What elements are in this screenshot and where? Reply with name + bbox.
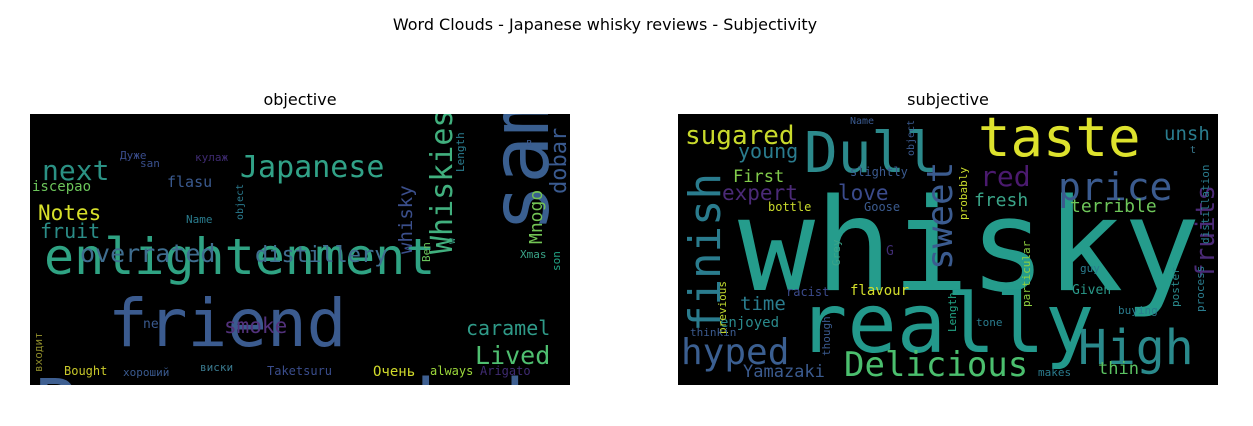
word-though: though: [820, 316, 833, 356]
word-bought: Bought: [64, 364, 107, 378]
word-хороший: хороший: [123, 366, 169, 379]
word-makes: makes: [1038, 366, 1071, 379]
word-входит: входит: [32, 332, 45, 372]
word-taste: taste: [978, 114, 1141, 169]
word-dobar: dobar: [547, 128, 570, 194]
word-whisky: whisky: [395, 185, 417, 254]
word-w: w: [447, 237, 458, 244]
word-high: High: [1078, 320, 1194, 376]
word-виски: виски: [200, 361, 233, 374]
word-очень: Очень: [373, 364, 415, 380]
word-sam: sam: [474, 114, 567, 232]
word-кулаж: кулаж: [195, 151, 228, 164]
word-fresh: fresh: [974, 190, 1028, 211]
word-price: price: [1058, 165, 1172, 209]
word-length: Length: [946, 292, 959, 332]
word-probably: probably: [957, 167, 970, 220]
word-unsh: unsh: [1164, 123, 1210, 145]
word-terrible: terrible: [1070, 196, 1157, 217]
word-name: Name: [850, 116, 874, 127]
word-object: object: [235, 184, 246, 220]
word-name: Name: [186, 213, 213, 226]
word-lived: Lived: [475, 341, 550, 370]
word-distillation: distillation: [1199, 165, 1212, 244]
word-caramel: caramel: [466, 316, 550, 340]
word-red: red: [980, 160, 1031, 193]
word-first: First: [733, 167, 784, 187]
word-enjoyed: enjoyed: [720, 315, 779, 331]
word-object: object: [906, 120, 917, 156]
word-san: san: [140, 157, 160, 170]
wordcloud-objective-canvas: RecommendedfriendsamDomoenlightenmentlib…: [32, 114, 570, 385]
word-smoke: smoke: [224, 314, 287, 338]
word-japanese: Japanese: [240, 150, 385, 185]
word-mnogo: Mnogo: [526, 190, 547, 244]
subplot-title-objective: objective: [263, 90, 337, 109]
word-particular: particular: [1020, 240, 1033, 307]
word-finish: finish: [680, 173, 731, 332]
word-length: Length: [454, 132, 467, 172]
word-sugared: sugared: [685, 121, 795, 151]
word-distillery: distillery: [255, 243, 387, 268]
word-young: young: [738, 139, 798, 163]
word-iscepao: iscepao: [32, 179, 91, 195]
word-flavour: flavour: [850, 283, 909, 299]
word-buying: buying: [1118, 304, 1158, 317]
word-slightly: slightly: [850, 165, 908, 179]
word-дуже: Дуже: [120, 149, 147, 162]
word-always: always: [430, 364, 473, 378]
word-goose: Goose: [864, 200, 900, 214]
word-yamazaki: Yamazaki: [743, 362, 825, 382]
word-whisky: whisky: [738, 172, 1200, 321]
word-overrated: overrated: [80, 239, 215, 268]
word-notes: Notes: [38, 201, 101, 225]
word-grey: Grey: [830, 239, 843, 266]
word-dull: Dull: [804, 121, 939, 186]
wordcloud-objective: RecommendedfriendsamDomoenlightenmentlib…: [30, 114, 570, 385]
word-previous: previous: [716, 281, 729, 334]
word-flasu: flasu: [167, 173, 212, 191]
word-son: son: [550, 251, 563, 271]
word-arigato: Arigato: [480, 364, 531, 378]
word-tone: tone: [976, 316, 1003, 329]
word-hyped: hyped: [681, 332, 789, 373]
word-racist: racist: [786, 285, 829, 299]
word-ben: Ben: [420, 242, 433, 262]
word-really: really: [798, 277, 1094, 372]
word-expert: expert: [722, 181, 798, 205]
word-recommended: Recommended: [35, 364, 525, 385]
word-enlightenment: enlightenment: [44, 228, 435, 286]
word-guy: guy: [1080, 262, 1100, 275]
subplot-title-subjective: subjective: [907, 90, 989, 109]
word-g: G: [886, 244, 894, 259]
figure-title: Word Clouds - Japanese whisky reviews - …: [392, 15, 818, 34]
word-в: в: [526, 136, 533, 149]
word-sweet: sweet: [920, 162, 961, 270]
wordcloud-subjective: whisky really taste Dull price High hyped Delic…: [678, 114, 1218, 385]
word-love: love: [838, 181, 889, 205]
word-fruit: fruit: [40, 219, 100, 243]
word-fruits: fruits: [1191, 185, 1218, 279]
word-xmas: Xmas: [520, 248, 547, 261]
word-t: t: [1190, 145, 1196, 156]
word-delicious: Delicious: [844, 345, 1028, 385]
word-poster: poster: [1169, 267, 1182, 307]
word-taketsuru: Taketsuru: [267, 364, 332, 378]
word-time: time: [740, 293, 786, 315]
word-thinkin: thinkin: [690, 326, 736, 339]
word-next: next: [42, 154, 109, 187]
word-ne: ne: [143, 317, 159, 332]
word-bottle: bottle: [768, 200, 811, 214]
word-given: Given: [1072, 283, 1111, 298]
word-thin: thin: [1098, 359, 1139, 379]
word-whiskies: Whiskies: [425, 114, 460, 254]
word-process: process: [1194, 266, 1207, 312]
word-friend: friend: [108, 285, 346, 362]
